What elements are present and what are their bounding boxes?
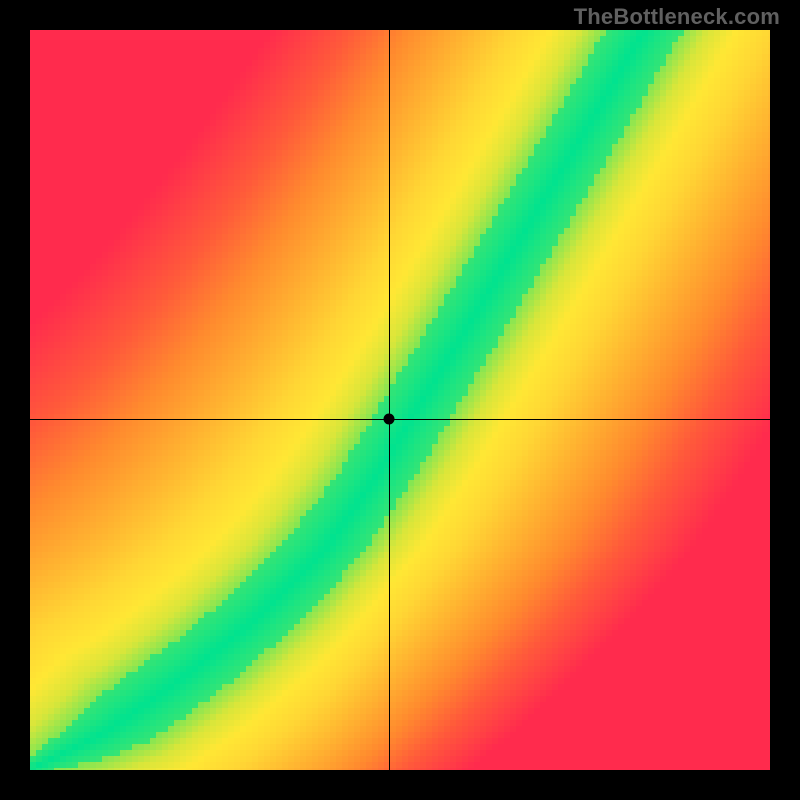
heatmap-canvas [30, 30, 770, 770]
plot-area [30, 30, 770, 770]
chart-container: TheBottleneck.com [0, 0, 800, 800]
watermark-label: TheBottleneck.com [574, 4, 780, 30]
crosshair-point [383, 413, 394, 424]
crosshair-vertical [389, 30, 390, 770]
crosshair-horizontal [30, 419, 770, 420]
